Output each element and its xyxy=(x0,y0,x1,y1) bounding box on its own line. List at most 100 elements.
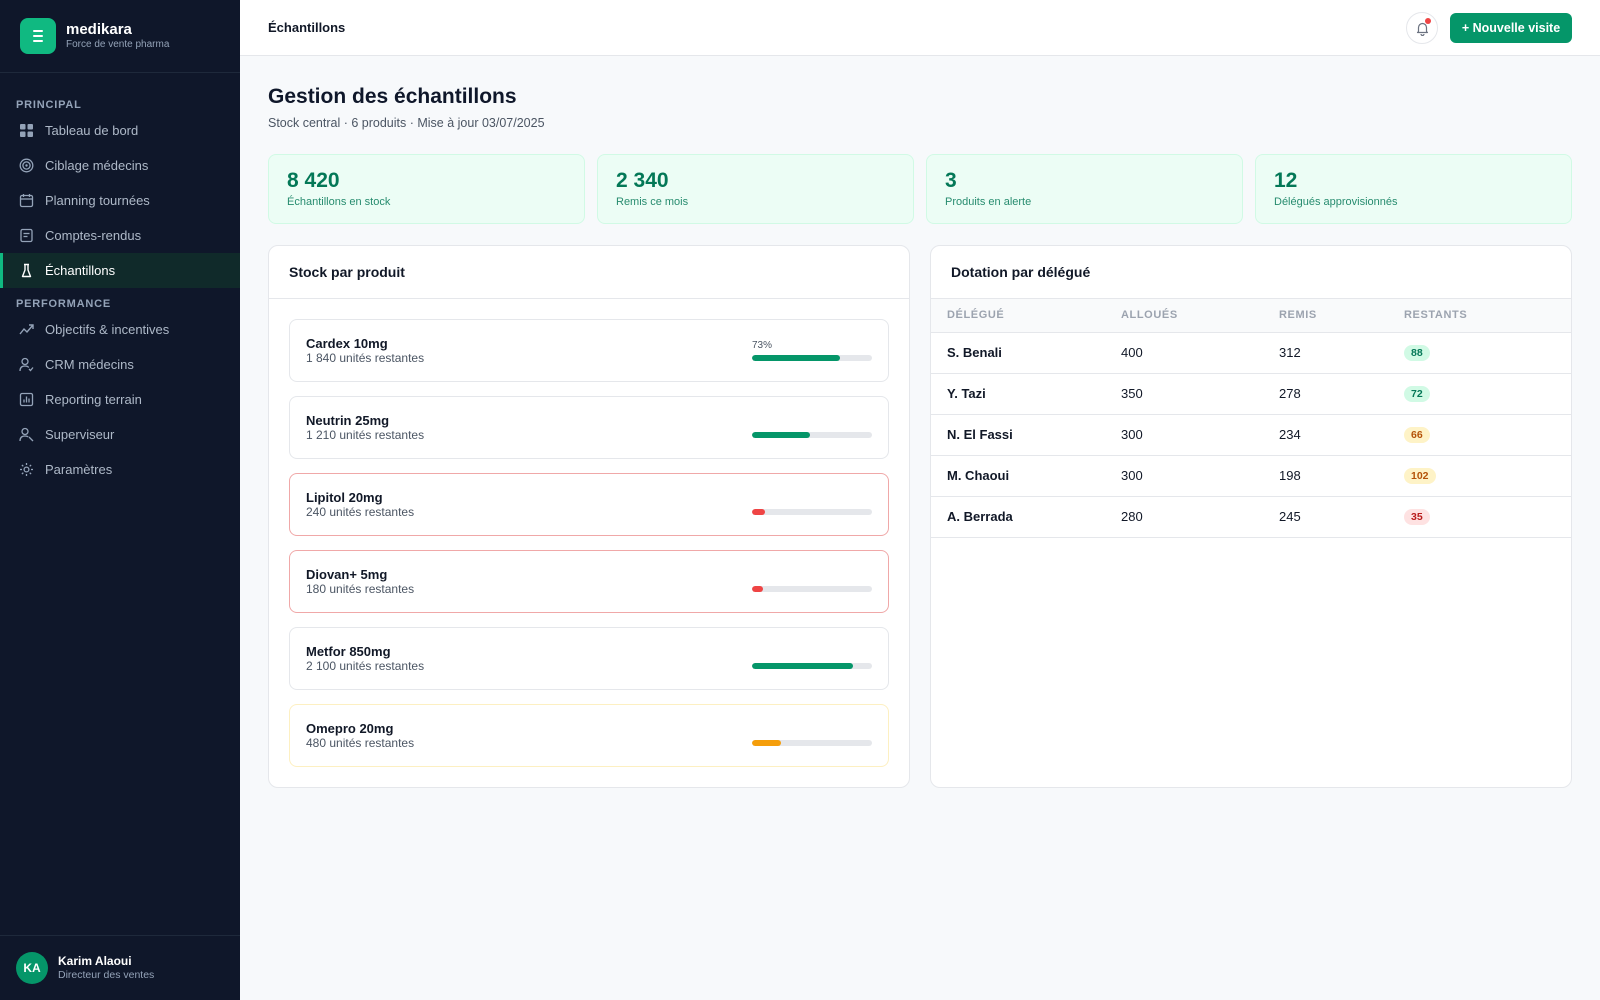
panel-title: Stock par produit xyxy=(269,246,909,299)
column-header-restants[interactable]: RESTANTS xyxy=(1404,309,1468,322)
stat-value: 8 420 xyxy=(287,169,340,192)
product-name: Diovan+ 5mg xyxy=(306,566,388,582)
product-card[interactable]: Cardex 10mg 1 840 unités restantes 73% xyxy=(289,319,889,382)
sidebar-item-crm-medecins[interactable]: CRM médecins xyxy=(0,347,240,382)
sidebar-item-ciblage-medecins[interactable]: Ciblage médecins xyxy=(0,148,240,183)
stat-label: Délégués approvisionnés xyxy=(1274,196,1398,208)
sidebar-item-label: Reporting terrain xyxy=(45,392,142,407)
brand[interactable]: medikara Force de vente pharma xyxy=(0,0,240,73)
user-name: Karim Alaoui xyxy=(58,954,132,968)
stock-level xyxy=(752,725,872,746)
progress-track xyxy=(752,740,872,746)
progress-fill xyxy=(752,663,853,669)
progress-fill xyxy=(752,509,766,515)
supervisor-icon xyxy=(18,427,34,443)
product-name: Lipitol 20mg xyxy=(306,489,383,505)
notification-dot xyxy=(1425,18,1431,24)
stock-percent xyxy=(752,725,872,736)
cell-alloues: 350 xyxy=(1121,386,1143,401)
sidebar-item-label: Planning tournées xyxy=(45,193,150,208)
stat-value: 12 xyxy=(1274,169,1298,192)
stock-percent xyxy=(752,571,872,582)
table-row[interactable]: N. El Fassi 300 234 66 xyxy=(931,414,1571,455)
sidebar-item-objectifs-incentives[interactable]: Objectifs & incentives xyxy=(0,312,240,347)
sidebar-item-comptes-rendus[interactable]: Comptes-rendus xyxy=(0,218,240,253)
stock-panel: Stock par produit Cardex 10mg 1 840 unité… xyxy=(268,245,910,788)
cell-alloues: 300 xyxy=(1121,468,1143,483)
flask-icon xyxy=(18,263,34,279)
sidebar-item-label: Échantillons xyxy=(45,263,116,278)
table-row[interactable]: Y. Tazi 350 278 72 xyxy=(931,373,1571,414)
product-units: 2 100 unités restantes xyxy=(306,658,425,673)
stat-value: 2 340 xyxy=(616,169,669,192)
user-check-icon xyxy=(18,357,34,373)
stats-row: 8 420 Échantillons en stock 2 340 Remis … xyxy=(268,154,1573,224)
column-header-alloues[interactable]: ALLOUÉS xyxy=(1121,309,1178,322)
cell-restants: 35 xyxy=(1388,496,1571,537)
user-role: Directeur des ventes xyxy=(58,969,155,981)
page-subtitle: Stock central · 6 produits · Mise à jour… xyxy=(268,116,545,130)
nav-section-performance: PERFORMANCE xyxy=(16,298,111,310)
calendar-icon xyxy=(18,193,34,209)
product-card[interactable]: Omepro 20mg 480 unités restantes xyxy=(289,704,889,767)
product-name: Metfor 850mg xyxy=(306,643,391,659)
dotation-panel: Dotation par délégué DÉLÉGUÉ ALLOUÉS REM… xyxy=(930,245,1572,788)
stat-label: Produits en alerte xyxy=(945,196,1032,208)
sidebar-item-reporting-terrain[interactable]: Reporting terrain xyxy=(0,382,240,417)
progress-track xyxy=(752,663,872,669)
cell-restants: 66 xyxy=(1388,414,1571,455)
gear-icon xyxy=(18,462,34,478)
cell-delegue: S. Benali xyxy=(947,345,1002,360)
product-units: 1 840 unités restantes xyxy=(306,350,425,365)
sidebar-item-label: Ciblage médecins xyxy=(45,158,149,173)
avatar: KA xyxy=(16,952,48,984)
product-name: Neutrin 25mg xyxy=(306,412,390,428)
cell-delegue: Y. Tazi xyxy=(947,386,986,401)
nav-section-principal: PRINCIPAL xyxy=(16,99,82,111)
sidebar-item-label: Comptes-rendus xyxy=(45,228,142,243)
product-card[interactable]: Neutrin 25mg 1 210 unités restantes xyxy=(289,396,889,459)
new-visit-button[interactable]: + Nouvelle visite xyxy=(1450,13,1572,43)
user-profile[interactable]: KA Karim Alaoui Directeur des ventes xyxy=(0,935,240,1000)
chart-icon xyxy=(18,392,34,408)
progress-track xyxy=(752,509,872,515)
sidebar-item-planning-tournees[interactable]: Planning tournées xyxy=(0,183,240,218)
product-units: 180 unités restantes xyxy=(306,581,415,596)
table-row[interactable]: S. Benali 400 312 88 xyxy=(931,332,1571,373)
dotation-table: DÉLÉGUÉ ALLOUÉS REMIS RESTANTS S. Benali… xyxy=(931,299,1571,538)
product-card[interactable]: Lipitol 20mg 240 unités restantes xyxy=(289,473,889,536)
stock-level xyxy=(752,494,872,515)
panel-title: Dotation par délégué xyxy=(931,246,1571,299)
sidebar-item-label: Objectifs & incentives xyxy=(45,322,170,337)
restants-badge: 35 xyxy=(1404,509,1430,525)
table-row[interactable]: A. Berrada 280 245 35 xyxy=(931,496,1571,537)
restants-badge: 66 xyxy=(1404,427,1430,443)
breadcrumb: Échantillons xyxy=(268,20,346,35)
stat-label: Échantillons en stock xyxy=(287,196,391,208)
table-row[interactable]: M. Chaoui 300 198 102 xyxy=(931,455,1571,496)
column-header-remis[interactable]: REMIS xyxy=(1279,309,1317,322)
cell-delegue: A. Berrada xyxy=(947,509,1013,524)
cell-restants: 72 xyxy=(1388,373,1571,414)
sidebar-item-tableau-de-bord[interactable]: Tableau de bord xyxy=(0,113,240,148)
sidebar-item-label: Tableau de bord xyxy=(45,123,139,138)
stat-card-stock: 8 420 Échantillons en stock xyxy=(268,154,585,224)
product-name: Cardex 10mg xyxy=(306,335,388,351)
progress-fill xyxy=(752,432,810,438)
restants-badge: 102 xyxy=(1404,468,1436,484)
cell-alloues: 280 xyxy=(1121,509,1143,524)
column-header-delegue[interactable]: DÉLÉGUÉ xyxy=(947,309,1005,322)
progress-track xyxy=(752,355,872,361)
sidebar-item-superviseur[interactable]: Superviseur xyxy=(0,417,240,452)
sidebar-item-parametres[interactable]: Paramètres xyxy=(0,452,240,487)
page-title: Gestion des échantillons xyxy=(268,85,517,108)
cell-remis: 198 xyxy=(1279,468,1301,483)
grid-icon xyxy=(18,123,34,139)
notifications-button[interactable] xyxy=(1406,12,1438,44)
cell-remis: 234 xyxy=(1279,427,1301,442)
product-card[interactable]: Diovan+ 5mg 180 unités restantes xyxy=(289,550,889,613)
sidebar-item-echantillons[interactable]: Échantillons xyxy=(0,253,240,288)
product-card[interactable]: Metfor 850mg 2 100 unités restantes xyxy=(289,627,889,690)
main-content: Gestion des échantillons Stock central ·… xyxy=(268,56,1573,788)
cell-delegue: N. El Fassi xyxy=(947,427,1013,442)
